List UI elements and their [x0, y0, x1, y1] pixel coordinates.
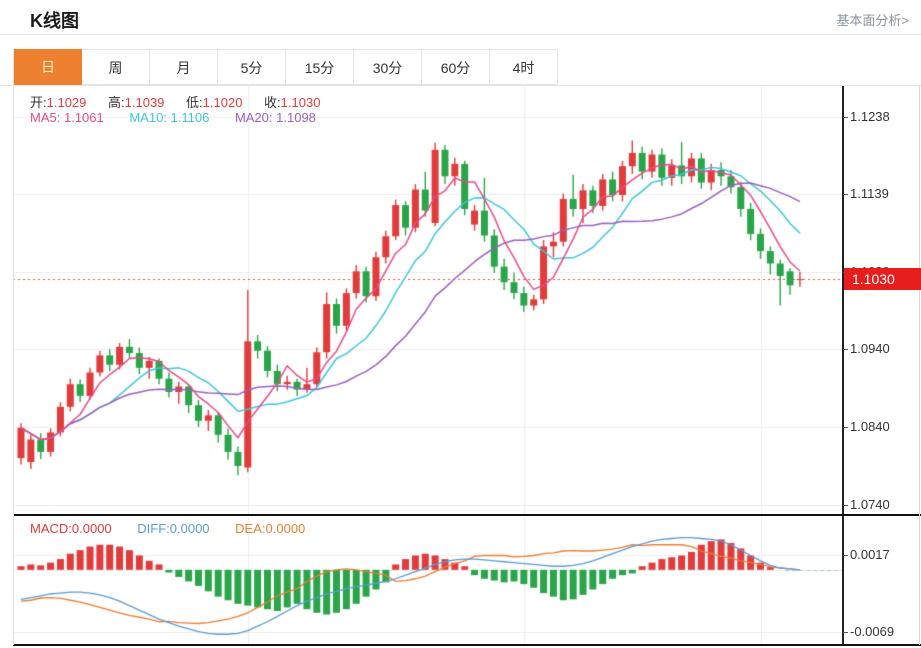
macd-legend: MACD:0.0000 DIFF:0.0000 DEA:0.0000: [30, 521, 327, 536]
header-divider: [0, 34, 921, 35]
ma10-legend: MA10: 1.1106: [129, 110, 210, 125]
ohlc-legend: 开:1.1029 高:1.1039 低:1.1020 收:1.1030: [30, 92, 338, 111]
high-value: 1.1039: [124, 95, 165, 110]
open-label: 开:: [30, 95, 47, 110]
open-value: 1.1029: [46, 95, 87, 110]
macd-tick-label: -0.0069: [842, 623, 895, 639]
ma-legend: MA5: 1.1061 MA10: 1.1106 MA20: 1.1098: [30, 110, 338, 125]
last-price-badge: 1.1030: [844, 268, 921, 291]
page-title: K线图: [30, 11, 79, 31]
fundamental-analysis-link[interactable]: 基本面分析>: [836, 13, 909, 28]
tab-月[interactable]: 月: [150, 49, 218, 85]
macd-tick-label: 0.0017: [843, 546, 890, 562]
macd-chart-canvas[interactable]: [13, 517, 842, 645]
macd-value: MACD:0.0000: [30, 521, 112, 536]
tab-bar: 日周月 5分 15分 30分 60分 4时: [13, 49, 558, 86]
tab-周[interactable]: 周: [82, 49, 150, 85]
dea-value: DEA:0.0000: [235, 521, 306, 536]
high-label: 高:: [108, 95, 125, 110]
tab-15分[interactable]: 15分: [286, 49, 354, 85]
tab-5分[interactable]: 5分: [218, 49, 286, 85]
close-label: 收:: [264, 95, 281, 110]
price-tick-label: 1.1139: [843, 186, 889, 202]
ma5-legend: MA5: 1.1061: [30, 110, 104, 125]
main-chart-canvas[interactable]: [13, 86, 842, 515]
chart-right-border: [919, 86, 920, 645]
price-tick-label: 1.0940: [843, 341, 890, 357]
price-tick-label: 1.1238: [843, 109, 890, 125]
price-tick-label: 1.0740: [843, 496, 890, 512]
price-axis-line: [842, 86, 844, 646]
close-value: 1.1030: [280, 95, 321, 110]
low-label: 低:: [186, 95, 203, 110]
ma20-legend: MA20: 1.1098: [234, 110, 316, 125]
chart-left-border: [13, 86, 14, 645]
chart-top-border: [0, 85, 921, 86]
tab-日[interactable]: 日: [14, 49, 82, 86]
panel-separator: [13, 514, 921, 516]
tab-4时[interactable]: 4时: [490, 49, 558, 85]
tab-60分[interactable]: 60分: [422, 49, 490, 85]
low-value: 1.1020: [202, 95, 243, 110]
diff-value: DIFF:0.0000: [137, 521, 210, 536]
tab-30分[interactable]: 30分: [354, 49, 422, 85]
bottom-border: [13, 644, 921, 646]
price-tick-label: 1.0840: [843, 419, 890, 435]
